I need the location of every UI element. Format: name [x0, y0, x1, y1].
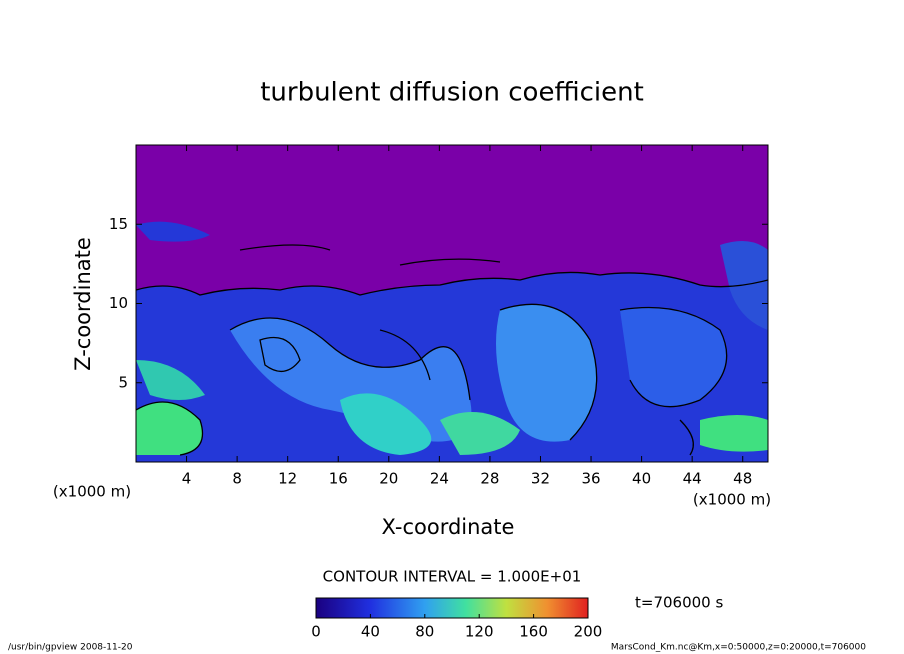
x-tick-label: 24	[430, 470, 449, 488]
chart-title: turbulent diffusion coefficient	[260, 78, 644, 108]
x-tick-label: 44	[683, 470, 702, 488]
x-tick-label: 16	[329, 470, 348, 488]
colorbar-tick-label: 120	[465, 623, 494, 641]
x-tick-label: 28	[480, 470, 499, 488]
x-tick-label: 8	[232, 470, 242, 488]
footer-left: /usr/bin/gpview 2008-11-20	[8, 643, 133, 653]
colorbar	[315, 597, 589, 619]
y-tick-label: 15	[109, 215, 128, 233]
x-unit-label: (x1000 m)	[693, 491, 771, 509]
contour-interval: CONTOUR INTERVAL = 1.000E+01	[323, 568, 582, 586]
x-tick-label: 36	[581, 470, 600, 488]
colorbar-tick-label: 40	[361, 623, 380, 641]
colorbar-tick-label: 160	[519, 623, 548, 641]
footer-right: MarsCond_Km.nc@Km,x=0:50000,z=0:20000,t=…	[611, 643, 866, 653]
x-tick-label: 48	[733, 470, 752, 488]
y-axis-label: Z-coordinate	[71, 237, 95, 371]
x-tick-label: 40	[632, 470, 651, 488]
x-tick-label: 4	[182, 470, 192, 488]
colorbar-tick-label: 200	[574, 623, 603, 641]
colorbar-tick-label: 80	[415, 623, 434, 641]
contour-field	[136, 145, 768, 462]
x-tick-label: 20	[379, 470, 398, 488]
y-tick-label: 10	[109, 294, 128, 312]
x-tick-label: 12	[278, 470, 297, 488]
colorbar-tick-label: 0	[311, 623, 321, 641]
time-label: t=706000 s	[635, 594, 723, 612]
y-tick-label: 5	[118, 373, 128, 391]
x-tick-label: 32	[531, 470, 550, 488]
y-unit-label: (x1000 m)	[53, 483, 131, 501]
x-axis-label: X-coordinate	[382, 515, 515, 539]
